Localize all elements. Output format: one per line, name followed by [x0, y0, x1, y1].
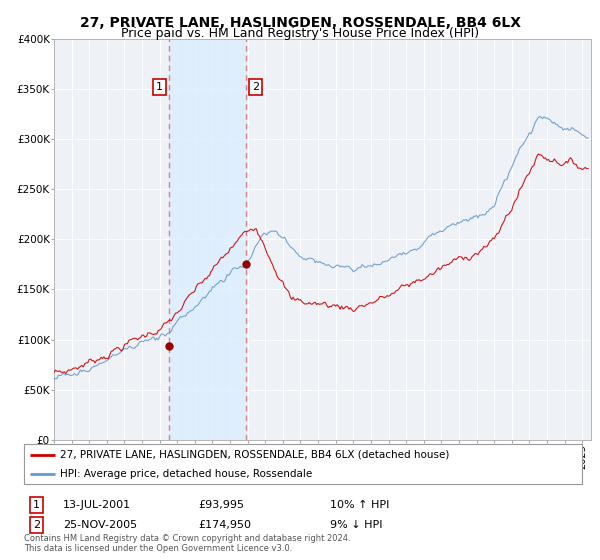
Text: 27, PRIVATE LANE, HASLINGDEN, ROSSENDALE, BB4 6LX (detached house): 27, PRIVATE LANE, HASLINGDEN, ROSSENDALE…: [60, 450, 449, 460]
Text: 27, PRIVATE LANE, HASLINGDEN, ROSSENDALE, BB4 6LX: 27, PRIVATE LANE, HASLINGDEN, ROSSENDALE…: [79, 16, 521, 30]
Text: 1: 1: [33, 500, 40, 510]
Text: £174,950: £174,950: [198, 520, 251, 530]
Text: 9% ↓ HPI: 9% ↓ HPI: [330, 520, 383, 530]
Text: 25-NOV-2005: 25-NOV-2005: [63, 520, 137, 530]
Text: 13-JUL-2001: 13-JUL-2001: [63, 500, 131, 510]
Text: 2: 2: [252, 82, 259, 92]
Text: 10% ↑ HPI: 10% ↑ HPI: [330, 500, 389, 510]
Text: 1: 1: [156, 82, 163, 92]
Text: Price paid vs. HM Land Registry's House Price Index (HPI): Price paid vs. HM Land Registry's House …: [121, 27, 479, 40]
Bar: [169, 39, 246, 440]
Text: 2: 2: [33, 520, 40, 530]
Text: £93,995: £93,995: [198, 500, 244, 510]
Text: HPI: Average price, detached house, Rossendale: HPI: Average price, detached house, Ross…: [60, 469, 313, 478]
Text: Contains HM Land Registry data © Crown copyright and database right 2024.
This d: Contains HM Land Registry data © Crown c…: [24, 534, 350, 553]
